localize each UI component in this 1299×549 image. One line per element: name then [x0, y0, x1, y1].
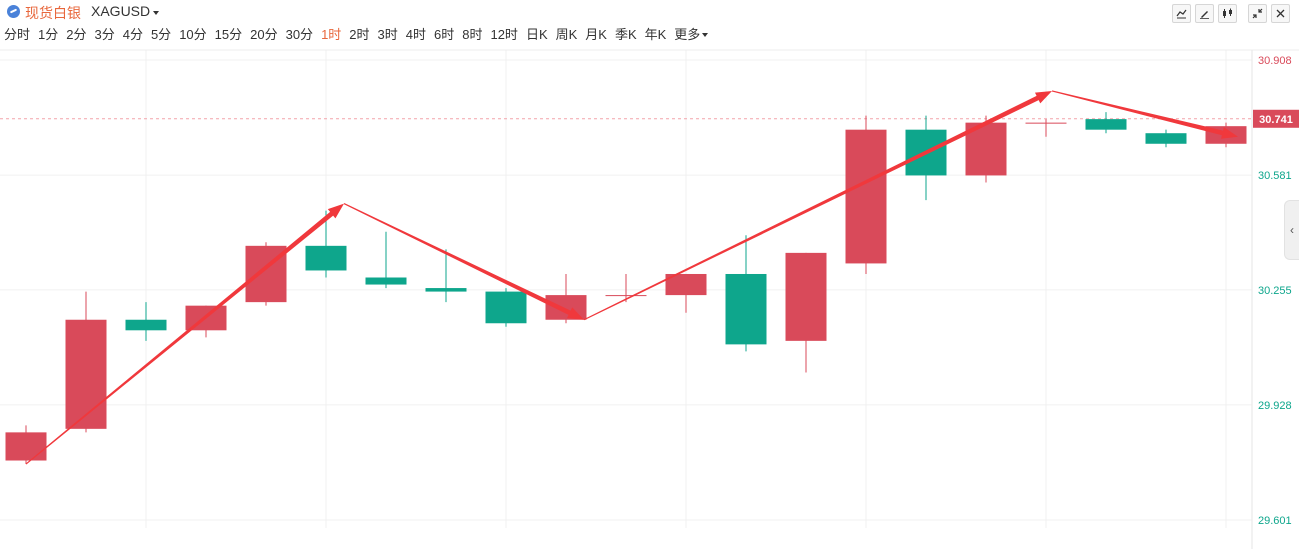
candle-body-1 — [65, 319, 107, 429]
current-price-badge — [1253, 109, 1299, 128]
symbol-name[interactable]: 现货白银 — [25, 5, 81, 21]
candle-body-19 — [1145, 133, 1187, 144]
chart-toolbar-left — [1168, 4, 1237, 23]
trend-arrow-1 — [343, 203, 585, 320]
period-7[interactable]: 15分 — [214, 27, 243, 42]
period-4[interactable]: 4分 — [122, 27, 143, 42]
period-3[interactable]: 3分 — [94, 27, 115, 42]
symbol-icon — [7, 5, 20, 18]
candle-body-18 — [1085, 119, 1127, 130]
trend-arrow-3 — [1051, 90, 1238, 139]
trend-arrow-shape — [25, 203, 344, 465]
candle-body-12 — [725, 273, 767, 345]
chart-header: 现货白银 XAGUSD — [0, 0, 1299, 22]
draw-pen-icon[interactable] — [1195, 4, 1214, 23]
candle-body-11 — [665, 273, 707, 296]
candle-body-0 — [5, 432, 47, 461]
y-tick-label: 30.908 — [1258, 55, 1292, 67]
candle-body-17 — [1025, 122, 1067, 124]
period-20[interactable]: 季K — [614, 27, 637, 42]
candle-body-10 — [605, 295, 647, 297]
period-10[interactable]: 1时 — [321, 27, 342, 42]
chevron-left-icon[interactable]: ‹ — [1290, 223, 1294, 237]
period-15[interactable]: 8时 — [462, 27, 483, 42]
period-2[interactable]: 2分 — [66, 27, 87, 42]
period-22[interactable]: 更多 — [670, 26, 712, 46]
period-19[interactable]: 月K — [585, 27, 607, 42]
candle-body-6 — [365, 277, 407, 285]
candle-body-14 — [845, 129, 887, 264]
period-0[interactable]: 分时 — [4, 27, 31, 42]
y-tick-label: 29.601 — [1258, 515, 1292, 527]
trend-arrow-shape — [583, 90, 1053, 321]
line-chart-icon[interactable] — [1172, 4, 1191, 23]
symbol-code[interactable]: XAGUSD — [91, 3, 151, 19]
period-21[interactable]: 年K — [644, 27, 667, 42]
candle-body-7 — [425, 288, 467, 292]
period-8[interactable]: 20分 — [250, 27, 278, 42]
indicator-icon[interactable] — [1218, 4, 1237, 23]
period-18[interactable]: 周K — [555, 27, 578, 42]
chevron-down-icon[interactable] — [153, 11, 159, 15]
candle-body-13 — [785, 252, 827, 341]
period-selector: 分时 1分 2分 3分 4分 5分 10分 15分 20分 30分 1时 2时 3时 4时 6时 8时 12时日… — [0, 26, 712, 46]
period-17[interactable]: 日K — [525, 27, 548, 42]
current-price-label: 30.741 — [1259, 114, 1293, 126]
candle-body-5 — [305, 245, 347, 271]
period-6[interactable]: 10分 — [179, 27, 207, 42]
trend-arrow-shape — [1051, 90, 1238, 139]
y-tick-label: 30.255 — [1258, 285, 1292, 297]
close-icon[interactable] — [1271, 4, 1290, 23]
period-1[interactable]: 1分 — [38, 27, 59, 42]
y-tick-label: 29.928 — [1258, 400, 1292, 412]
period-13[interactable]: 4时 — [405, 27, 426, 42]
period-5[interactable]: 5分 — [150, 27, 172, 42]
trend-arrow-0 — [25, 203, 344, 465]
side-panel-toggle[interactable]: ‹ — [1284, 200, 1299, 260]
candle-body-2 — [125, 319, 167, 331]
fullscreen-icon[interactable] — [1248, 4, 1267, 23]
period-9[interactable]: 30分 — [285, 27, 314, 42]
period-14[interactable]: 6时 — [434, 27, 455, 42]
period-16[interactable]: 12时 — [490, 27, 518, 42]
period-12[interactable]: 3时 — [377, 27, 398, 42]
trend-arrow-2 — [583, 90, 1053, 321]
period-11[interactable]: 2时 — [349, 27, 370, 42]
candle-body-8 — [485, 291, 527, 324]
trend-arrow-shape — [343, 203, 585, 320]
chevron-down-icon[interactable] — [702, 33, 709, 37]
y-tick-label: 30.581 — [1258, 170, 1292, 182]
chart-toolbar-right — [1244, 4, 1290, 23]
